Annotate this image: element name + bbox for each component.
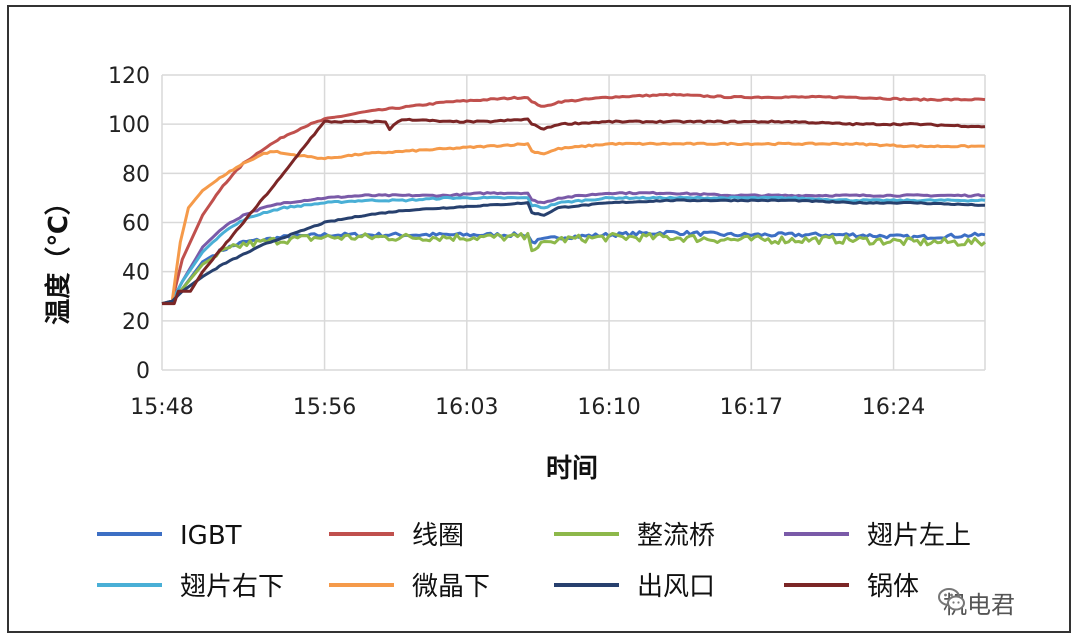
- series-line-7: [162, 117, 986, 306]
- y-tick-label-4: 80: [122, 162, 150, 187]
- grid-lines: [161, 74, 986, 371]
- y-tick-label-3: 60: [122, 212, 150, 237]
- x-tick-label-4: 16:17: [720, 395, 783, 420]
- x-axis-title: 时间: [546, 454, 598, 484]
- legend-label-2: 整流桥: [637, 521, 715, 551]
- wechat-icon: [938, 588, 965, 611]
- y-tick-label-0: 0: [136, 359, 150, 384]
- series-line-1: [161, 92, 986, 306]
- x-axis-ticks: 15:48 15:56 16:03 16:10 16:17 16:24: [130, 395, 925, 420]
- watermark: 机电君: [937, 585, 1021, 619]
- legend-label-7: 锅体: [867, 572, 919, 602]
- legend-label-1: 线圈: [412, 521, 464, 551]
- legend-label-4: 翅片右下: [180, 572, 284, 602]
- legend-label-3: 翅片左上: [867, 521, 971, 551]
- x-tick-label-1: 15:56: [293, 395, 356, 420]
- series-line-4: [161, 195, 986, 306]
- y-tick-label-6: 120: [108, 64, 150, 89]
- y-axis-ticks: 0 20 40 60 80 100 120: [108, 64, 150, 384]
- y-tick-label-2: 40: [122, 261, 150, 286]
- x-tick-label-5: 16:24: [862, 395, 925, 420]
- y-axis-title: 温度（℃）: [43, 189, 74, 325]
- y-tick-label-1: 20: [122, 310, 150, 335]
- x-tick-label-2: 16:03: [435, 395, 498, 420]
- chart-frame: 0 20 40 60 80 100 120 15:48 15:56 16:03 16:10 16:1…: [7, 5, 1071, 633]
- x-tick-label-0: 15:48: [130, 395, 193, 420]
- x-tick-label-3: 16:10: [577, 395, 640, 420]
- series-lines: [161, 92, 986, 306]
- series-line-2: [161, 231, 986, 306]
- legend-label-5: 微晶下: [412, 572, 490, 602]
- y-tick-label-5: 100: [108, 113, 150, 138]
- series-line-6: [161, 198, 986, 306]
- line-chart: 0 20 40 60 80 100 120 15:48 15:56 16:03 16:10 16:1…: [43, 64, 986, 602]
- legend-label-0: IGBT: [180, 521, 242, 551]
- series-line-3: [161, 190, 986, 306]
- series-line-5: [161, 141, 986, 306]
- legend-label-6: 出风口: [637, 572, 715, 602]
